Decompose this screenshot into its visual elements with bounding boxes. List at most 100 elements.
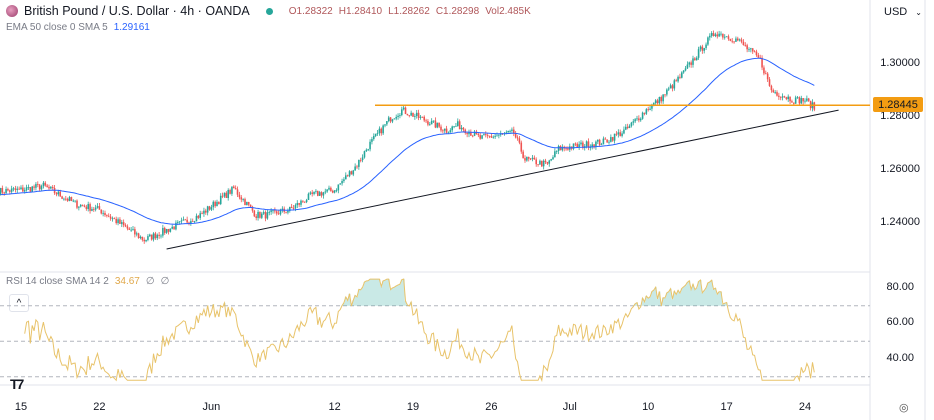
rsi-tick: 80.00	[886, 281, 914, 293]
candle-body	[376, 133, 379, 134]
candle-body	[65, 198, 67, 200]
candle-body	[486, 135, 489, 136]
ascending-trendline[interactable]	[166, 109, 839, 250]
candle-body	[598, 139, 601, 145]
candle-body	[378, 128, 381, 134]
candle-body	[527, 157, 530, 159]
symbol-logo-icon	[6, 5, 18, 17]
candle-body	[42, 182, 45, 187]
candle-body	[533, 157, 536, 160]
candle-body	[679, 76, 681, 78]
candle-body	[292, 208, 295, 209]
candle-body	[50, 186, 52, 189]
candle-body	[117, 219, 119, 224]
candle-body	[367, 149, 369, 151]
candle-body	[210, 207, 213, 210]
symbol-title[interactable]: British Pound / U.S. Dollar · 4h · OANDA	[24, 4, 250, 18]
chevron-up-icon: ^	[16, 297, 22, 309]
candle-body	[27, 187, 30, 188]
horizontal-line-price-label: 1.28445	[873, 97, 923, 112]
candle-body	[539, 160, 541, 165]
candle-body	[229, 189, 231, 194]
candle-body	[162, 227, 164, 236]
candle-body	[266, 212, 269, 219]
rsi-extra-1: ∅	[145, 276, 155, 287]
candle-body	[623, 129, 625, 134]
candle-body	[51, 186, 54, 189]
candle-body	[350, 171, 353, 175]
candle-body	[317, 190, 319, 196]
candle-body	[580, 142, 582, 145]
candle-body	[70, 197, 73, 201]
candle-body	[10, 188, 13, 192]
currency-label: USD	[884, 6, 908, 18]
settings-icon[interactable]: ◎	[899, 402, 909, 414]
candle-body	[94, 207, 97, 210]
candle-body	[658, 97, 661, 104]
currency-button[interactable]: USD ⌄	[880, 2, 926, 22]
candle-body	[246, 202, 248, 206]
candle-body	[31, 186, 33, 192]
candle-body	[585, 141, 588, 147]
time-tick: Jun	[202, 401, 221, 413]
candle-body	[188, 222, 190, 224]
candle-body	[763, 67, 765, 74]
candle-body	[139, 236, 142, 239]
candle-body	[227, 189, 229, 198]
candle-body	[455, 125, 457, 127]
candle-body	[261, 213, 263, 218]
candle-body	[412, 112, 414, 117]
collapse-pane-button[interactable]: ^	[9, 294, 29, 312]
candle-body	[346, 175, 349, 177]
candle-body	[425, 120, 427, 122]
candle-body	[203, 210, 205, 214]
time-tick: 15	[14, 401, 28, 413]
candle-body	[625, 126, 627, 130]
candle-body	[391, 119, 394, 122]
rsi-legend[interactable]: RSI 14 close SMA 14 2 34.67 ∅ ∅	[6, 276, 169, 287]
time-tick: Jul	[562, 401, 577, 413]
candle-body	[253, 210, 256, 217]
candle-body	[574, 143, 577, 145]
candle-body	[662, 94, 664, 102]
candle-body	[656, 100, 659, 104]
candle-body	[778, 95, 780, 97]
candle-body	[359, 159, 362, 161]
candle-body	[216, 201, 218, 207]
candle-body	[552, 157, 554, 160]
candle-body	[673, 80, 676, 89]
candle-body	[535, 159, 537, 165]
candle-body	[311, 192, 313, 194]
candle-body	[591, 144, 593, 147]
candle-body	[406, 113, 409, 116]
candle-body	[537, 164, 539, 166]
candle-body	[740, 39, 743, 42]
candle-body	[488, 135, 491, 137]
candle-body	[20, 187, 22, 189]
candle-body	[440, 126, 442, 131]
tradingview-logo[interactable]: T7	[10, 376, 24, 392]
candle-body	[408, 115, 411, 117]
candle-body	[709, 35, 711, 38]
candle-body	[735, 38, 737, 42]
volume-value: Vol2.485K	[485, 5, 531, 17]
candle-body	[300, 200, 302, 205]
candle-body	[285, 211, 287, 213]
candle-body	[608, 141, 610, 143]
candle-body	[91, 208, 93, 211]
candle-body	[531, 157, 534, 159]
candle-body	[464, 129, 467, 134]
candle-body	[149, 234, 151, 237]
time-tick: 12	[328, 401, 341, 413]
candle-body	[1, 187, 4, 193]
candle-body	[87, 204, 89, 209]
price-tick: 1.24000	[880, 216, 920, 228]
candle-body	[806, 98, 808, 101]
candle-body	[628, 125, 631, 129]
candle-body	[466, 133, 468, 135]
candle-body	[393, 118, 396, 120]
candle-body	[72, 200, 75, 202]
candle-body	[800, 98, 803, 104]
ema-legend[interactable]: EMA 50 close 0 SMA 5 1.29161	[6, 22, 150, 33]
